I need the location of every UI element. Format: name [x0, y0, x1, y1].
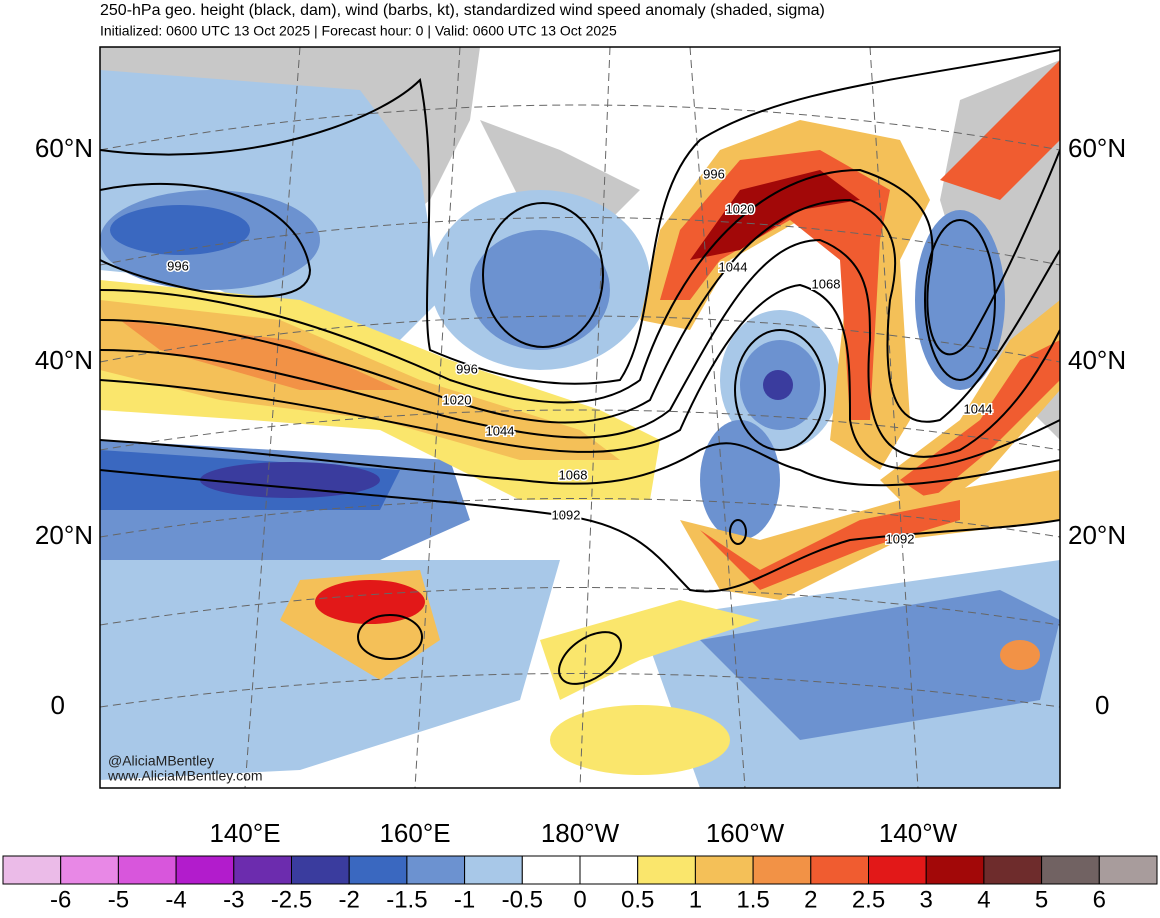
colorbar-box: [1098, 855, 1158, 885]
colorbar-label: 0.5: [621, 886, 654, 913]
colorbar-box: [348, 855, 408, 885]
colorbar-box: [1041, 855, 1100, 885]
colorbar-box: [464, 855, 523, 885]
colorbar-box: [810, 855, 869, 885]
lat-label: 40°N: [1068, 345, 1126, 375]
colorbar-label: -2.5: [271, 886, 312, 913]
colorbar-label: 0: [573, 886, 586, 913]
colorbar-label: 2: [804, 886, 817, 913]
colorbar-box: [752, 855, 812, 885]
contour-label: 1020: [443, 392, 472, 407]
lat-label: 60°N: [35, 133, 93, 163]
colorbar-label: 5: [1035, 886, 1048, 913]
colorbar-box: [406, 855, 466, 885]
colorbar-box: [521, 855, 581, 885]
colorbar-label: -6: [50, 886, 71, 913]
contour-label: 1092: [552, 507, 581, 522]
colorbar-label: 3: [920, 886, 933, 913]
contour-label: 996: [703, 166, 725, 181]
credit: @AliciaMBentley: [108, 753, 214, 769]
contour-label: 996: [167, 258, 189, 273]
colorbar-box: [2, 855, 62, 885]
lon-label: 160°E: [379, 818, 450, 848]
lon-label: 180°W: [541, 818, 620, 848]
lat-label: 20°N: [35, 520, 93, 550]
colorbar-box: [175, 855, 235, 885]
colorbar-box: [579, 855, 639, 885]
colorbar-box: [637, 855, 696, 885]
lon-label: 160°W: [706, 818, 785, 848]
colorbar-label: 1.5: [736, 886, 769, 913]
colorbar-box: [925, 855, 985, 885]
colorbar-box: [233, 855, 293, 885]
height-contours: [100, 49, 1060, 685]
subtitle: Initialized: 0600 UTC 13 Oct 2025 | Fore…: [100, 23, 617, 39]
colorbar-label: -4: [165, 886, 186, 913]
colorbar-label: -2: [339, 886, 360, 913]
colorbar-label: 1: [689, 886, 702, 913]
lat-label: 20°N: [1068, 520, 1126, 550]
colorbar-label: 6: [1093, 886, 1106, 913]
map-field: [100, 47, 1060, 788]
contour-label: 1044: [964, 401, 993, 416]
colorbar-box: [117, 855, 177, 885]
colorbar-box: [868, 855, 927, 885]
lon-label: 140°W: [879, 818, 958, 848]
colorbar-label: -1: [454, 886, 475, 913]
contour-label: 1044: [719, 259, 748, 274]
contour-label: 1068: [812, 276, 841, 291]
lat-label: 60°N: [1068, 133, 1126, 163]
credit: www.AliciaMBentley.com: [107, 768, 263, 784]
colorbar-box: [983, 855, 1043, 885]
colorbar-box: [694, 855, 754, 885]
lat-label: 0: [1095, 690, 1109, 720]
colorbar: -6 -5 -4 -3 -2.5 -2 -1.5 -1 -0.5 0 0.5 1 1.5 2 2.5 3 4 5 6: [2, 855, 1158, 913]
map-frame: [99, 46, 1061, 789]
lat-label: 0: [51, 690, 65, 720]
colorbar-label: -3: [223, 886, 244, 913]
colorbar-label: -5: [108, 886, 129, 913]
contour-label: 1092: [886, 531, 915, 546]
colorbar-box: [60, 855, 119, 885]
lat-label: 40°N: [35, 345, 93, 375]
contour-label: 1044: [486, 423, 515, 438]
colorbar-box: [291, 855, 350, 885]
title: 250-hPa geo. height (black, dam), wind (…: [100, 2, 825, 19]
colorbar-label: -0.5: [502, 886, 543, 913]
colorbar-label: -1.5: [386, 886, 427, 913]
lon-label: 140°E: [209, 818, 280, 848]
colorbar-label: 4: [977, 886, 990, 913]
contour-label: 1020: [726, 201, 755, 216]
colorbar-label: 2.5: [852, 886, 885, 913]
contour-label: 996: [456, 361, 478, 376]
contour-label: 1068: [559, 467, 588, 482]
